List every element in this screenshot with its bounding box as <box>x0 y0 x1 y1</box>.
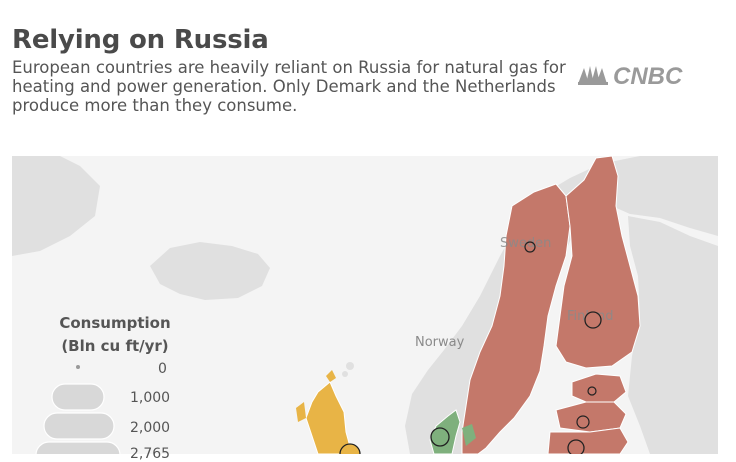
legend-bubble-2765 <box>35 441 121 454</box>
bubble-estonia <box>587 386 597 396</box>
bubble-lithuania <box>567 439 585 454</box>
label-norway: Norway <box>415 335 465 350</box>
russia-land <box>628 216 718 454</box>
page-title: Relying on Russia <box>12 25 269 55</box>
uk-country <box>305 381 353 454</box>
finland-country <box>555 156 641 369</box>
bubble-uk <box>339 443 361 454</box>
denmark-island <box>462 424 476 446</box>
legend-bubble-0 <box>76 365 80 369</box>
peacock-icon <box>578 66 608 85</box>
estonia-country <box>571 373 627 403</box>
faroe-island <box>346 362 354 370</box>
legend-label-1000: 1,000 <box>130 390 171 406</box>
bubble-sweden <box>524 241 536 253</box>
europe-map: Sweden Finland Norway <box>12 156 718 454</box>
bubble-latvia <box>576 415 590 429</box>
bubble-denmark <box>430 427 450 447</box>
logo-text: CNBC <box>613 63 683 88</box>
faroe-island-2 <box>342 371 348 377</box>
cnbc-logo: CNBC <box>578 63 683 88</box>
legend-label-2765: 2,765 <box>130 446 171 462</box>
legend-title-line2: (Bln cu ft/yr) <box>61 337 169 355</box>
page-subtitle: European countries are heavily reliant o… <box>12 58 566 115</box>
legend-label-2000: 2,000 <box>130 420 171 436</box>
legend-bubble-1000 <box>51 383 105 411</box>
uk-island <box>296 402 306 422</box>
latvia-country <box>555 401 627 433</box>
legend-title-line1: Consumption <box>59 314 171 332</box>
uk-island-2 <box>326 370 336 382</box>
greenland-land <box>12 156 100 256</box>
lithuania-country <box>547 427 629 454</box>
legend-bubble-2000 <box>43 412 115 440</box>
bubble-finland <box>584 311 602 329</box>
iceland-land <box>150 242 270 300</box>
legend-label-0: 0 <box>158 361 167 377</box>
